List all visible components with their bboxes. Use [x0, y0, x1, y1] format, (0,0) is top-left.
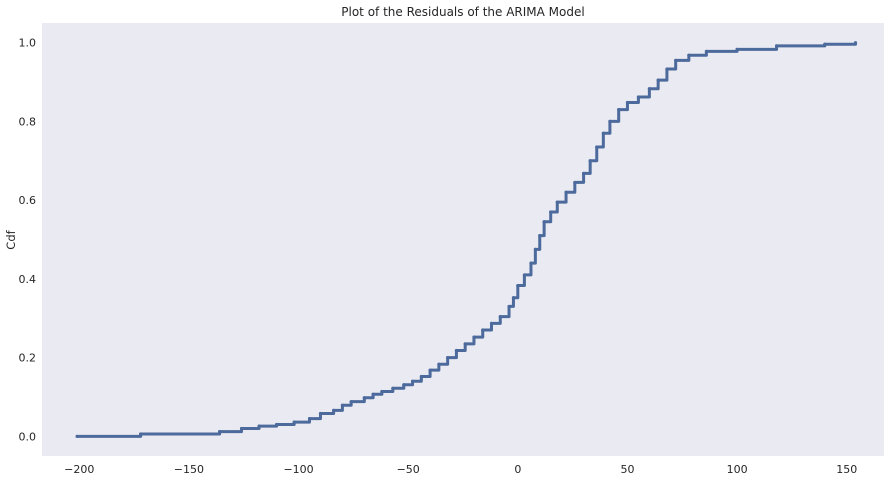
y-tick-label: 1.0 [19, 37, 37, 50]
x-tick-label: −200 [64, 463, 94, 476]
cdf-point [564, 190, 568, 194]
cdf-point [735, 47, 739, 51]
cdf-point [656, 78, 660, 82]
cdf-point [218, 429, 222, 434]
cdf-point [419, 374, 423, 379]
x-tick-label: 50 [620, 463, 634, 476]
cdf-point [380, 389, 384, 394]
cdf-point [636, 95, 641, 99]
cdf-point [588, 159, 592, 163]
cdf-point [674, 58, 678, 62]
cdf-point [318, 411, 323, 416]
y-tick-label: 0.4 [19, 273, 37, 286]
cdf-point [454, 348, 459, 353]
cdf-point [481, 328, 485, 332]
cdf-point [595, 145, 599, 149]
x-tick-label: 0 [514, 463, 521, 476]
chart-title: Plot of the Residuals of the ARIMA Model [341, 5, 584, 19]
cdf-point [823, 42, 827, 46]
y-tick-label: 0.0 [19, 430, 37, 443]
cdf-point [549, 210, 553, 214]
y-axis-ticks: 0.0 0.2 0.4 0.6 0.8 1.0 [19, 37, 37, 444]
cdf-point [275, 422, 279, 427]
cdf-point [538, 233, 542, 238]
x-tick-label: −50 [397, 463, 420, 476]
cdf-point [437, 362, 441, 366]
cdf-point [511, 296, 516, 300]
plot-area [42, 23, 884, 456]
cdf-point [516, 283, 520, 288]
cdf-point [391, 386, 395, 390]
cdf-point [853, 41, 858, 45]
cdf-point [446, 355, 450, 360]
cdf-point [362, 396, 366, 400]
x-tick-label: −150 [174, 463, 204, 476]
cdf-point [704, 49, 708, 53]
y-tick-label: 0.6 [19, 194, 37, 207]
cdf-point [774, 44, 779, 48]
cdf-point [555, 200, 559, 204]
cdf-point [498, 315, 502, 319]
x-tick-label: −100 [283, 463, 313, 476]
cdf-point [625, 100, 630, 105]
cdf-point [601, 131, 605, 135]
cdf-point [402, 383, 406, 387]
cdf-point [617, 108, 621, 112]
cdf-point [507, 304, 511, 309]
cdf-point [463, 342, 467, 346]
cdf-point [139, 432, 143, 436]
cdf-series-line [77, 42, 857, 438]
cdf-point [332, 408, 336, 412]
cdf-point [542, 220, 546, 224]
cdf-point [608, 119, 612, 124]
cdf-point [533, 247, 537, 251]
y-tick-label: 0.8 [19, 115, 37, 128]
cdf-point [472, 335, 476, 339]
cdf-point [665, 67, 669, 71]
cdf-point [581, 171, 586, 175]
x-axis-ticks: −200 −150 −100 −50 0 50 100 150 [64, 463, 857, 476]
cdf-point [257, 424, 261, 428]
series-layer [75, 41, 858, 438]
y-axis-label: Cdf [4, 229, 18, 249]
x-tick-label: 100 [727, 463, 748, 476]
cdf-point [239, 426, 244, 431]
cdf-point [410, 379, 415, 383]
cdf-point [75, 434, 79, 438]
x-tick-label: 150 [836, 463, 857, 476]
cdf-point [489, 321, 494, 325]
cdf-point [292, 420, 296, 424]
cdf-point [529, 261, 533, 265]
cdf-point [687, 53, 691, 57]
cdf-point [428, 368, 432, 372]
cdf-point [522, 273, 526, 277]
cdf-point [573, 180, 577, 185]
cdf-point [349, 400, 353, 404]
cdf-point [647, 87, 651, 91]
cdf-point [340, 403, 345, 407]
cdf-point [371, 392, 375, 396]
cdf-point [307, 417, 312, 421]
y-tick-label: 0.2 [19, 352, 37, 365]
